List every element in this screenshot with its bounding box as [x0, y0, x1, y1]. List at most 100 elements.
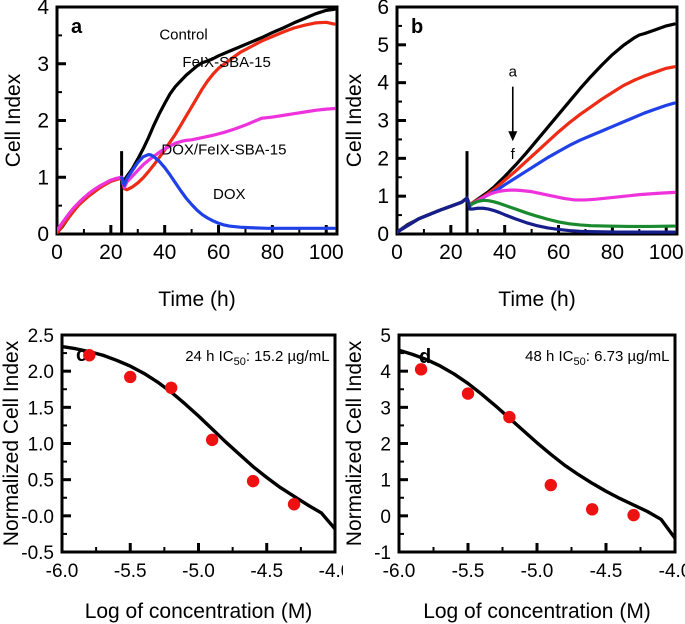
panel-b-yaxis-title: Cell Index	[343, 73, 366, 167]
panel-d-data-point	[627, 508, 640, 522]
panel-b-svg: 0 20 40 60 80 100 0 1 2 3 4 5 6 Time (h) Cell Index b a f	[343, 0, 684, 311]
panel-b-ytick-label: 3	[377, 110, 389, 133]
panel-c-data-point	[124, 370, 137, 384]
panel-c-plot-frame	[60, 333, 337, 554]
panel-b-series-e	[397, 196, 676, 234]
panel-c-data-point	[246, 474, 260, 488]
panel-c-ytick-label: 2.5	[28, 326, 54, 347]
panel-d-ic50-prefix: 48 h IC	[525, 348, 574, 365]
panel-c-xtick-label: -4.0	[319, 561, 343, 582]
panel-c-ic50-prefix: 24 h IC	[185, 348, 234, 365]
panel-d-data-point	[414, 363, 428, 376]
panel-b-ytick-label: 6	[377, 0, 389, 19]
panel-b-xaxis-title: Time (h)	[498, 288, 575, 311]
panel-b-arrow-head	[508, 131, 518, 142]
panel-b-ytick-label: 5	[377, 34, 389, 57]
panel-a-series-dox	[120, 152, 336, 230]
panel-b-xtick-label: 40	[493, 241, 516, 264]
panel-c-letter: c	[76, 344, 87, 366]
panel-c-data-point	[165, 381, 178, 395]
panel-d-data-point	[503, 410, 516, 424]
panel-c-xaxis-title: Log of concentration (M)	[85, 600, 313, 623]
panel-d-plot-area	[399, 348, 675, 540]
panel-c-ic50-annotation: 24 h IC50: 15.2 µg/mL	[185, 348, 329, 368]
panel-b-letter: b	[411, 16, 423, 38]
panel-d-svg: -6.0 -5.5 -5.0 -4.5 -4.0 -1 0 1 2 3 4 5 Log of conce…	[343, 326, 685, 623]
panel-a-xtick-label: 100	[309, 241, 343, 264]
panel-c-xtick-label: -5.0	[182, 561, 215, 582]
panel-a-yaxis-title: Cell Index	[2, 73, 25, 167]
panel-a-xaxis-title: Time (h)	[158, 288, 235, 311]
panel-c-fit-curve	[62, 344, 335, 531]
panel-d-data-point	[586, 503, 599, 516]
panel-d-xtick-label: -4.5	[590, 561, 623, 582]
panel-c-ytick-label: 2.0	[28, 362, 54, 383]
panel-d-ic50-subscript: 50	[574, 356, 586, 368]
panel-c-data-point	[205, 433, 219, 447]
panel-b-ticks: 0 20 40 60 80 100 0 1 2 3 4 5 6	[377, 0, 683, 264]
panel-a-ytick-label: 1	[37, 166, 49, 189]
panel-b-ytick-label: 0	[377, 223, 389, 246]
panel-c-ytick-label: -0.0	[21, 507, 54, 528]
panel-b-ytick-label: 1	[377, 185, 389, 208]
panel-c: -6.0 -5.5 -5.0 -4.5 -4.0 -0.5 -0.0 0.5 1.0 1.5 2.0…	[0, 312, 343, 624]
panel-a-ytick-label: 4	[37, 0, 49, 19]
panel-d-ytick-label: 4	[380, 362, 391, 383]
panel-b-series-f	[397, 196, 676, 234]
panel-d-xaxis-title: Log of concentration (M)	[423, 600, 651, 623]
panel-c-ytick-label: -0.5	[21, 543, 54, 564]
panel-d-ic50-annotation: 48 h IC50: 6.73 µg/mL	[525, 348, 669, 368]
panel-d-data-point	[544, 478, 557, 492]
panel-a-plot-area	[57, 7, 336, 234]
panel-a-xtick-label: 80	[261, 241, 284, 264]
panel-c-ic50-value: : 15.2 µg/mL	[246, 348, 330, 365]
panel-a-svg: 0 20 40 60 80 100 0 1 2 3 4 Time (h) Cell Index a Cont…	[2, 0, 343, 311]
panel-b-xtick-label: 0	[391, 241, 403, 264]
panel-a-ytick-label: 2	[37, 110, 49, 133]
panel-b-plot-area	[397, 22, 676, 234]
panel-c-ic50-subscript: 50	[234, 356, 246, 368]
panel-d-ytick-label: 2	[380, 435, 391, 456]
panel-c-ytick-label: 1.0	[28, 435, 54, 456]
panel-d-ytick-label: -1	[374, 543, 391, 564]
panel-a-xtick-label: 60	[207, 241, 230, 264]
panel-d-fit-curve	[399, 348, 675, 540]
panel-c-ticks: -6.0 -5.5 -5.0 -4.5 -4.0 -0.5 -0.0 0.5 1.0 1.5 2.0…	[21, 326, 343, 582]
panel-b-xtick-label: 80	[601, 241, 624, 264]
panel-d-yaxis-title: Normalized Cell Index	[343, 340, 366, 546]
panel-c-yaxis-title: Normalized Cell Index	[0, 340, 23, 546]
panel-d-data-point	[461, 387, 475, 400]
panel-d-ytick-label: 5	[380, 326, 391, 347]
panel-b-xtick-label: 20	[439, 241, 462, 264]
panel-b-ytick-label: 4	[377, 72, 389, 95]
panel-b: 0 20 40 60 80 100 0 1 2 3 4 5 6 Time (h) Cell Index b a f	[343, 0, 685, 312]
panel-a-label-dox-feix-sba-15: DOX/FeIX-SBA-15	[161, 142, 286, 159]
panel-b-xtick-label: 100	[649, 241, 684, 264]
panel-b-arrow-top-label: a	[509, 64, 518, 81]
panel-a-label-control: Control	[159, 26, 207, 43]
panel-a-label-dox: DOX	[213, 186, 246, 203]
panel-d-ic50-value: : 6.73 µg/mL	[586, 348, 670, 365]
panel-a-label-feix-sba-15: FeIX-SBA-15	[182, 54, 270, 71]
panel-c-xtick-label: -6.0	[46, 561, 79, 582]
panel-c-xtick-label: -5.5	[114, 561, 147, 582]
panel-d-xtick-label: -5.5	[452, 561, 485, 582]
panel-a-xtick-label: 20	[99, 241, 122, 264]
panel-c-ytick-label: 0.5	[28, 471, 54, 492]
panel-c-ytick-label: 1.5	[28, 398, 54, 419]
panel-d: -6.0 -5.5 -5.0 -4.5 -4.0 -1 0 1 2 3 4 5 Log of conce…	[343, 312, 685, 624]
panel-b-ytick-label: 2	[377, 147, 389, 170]
panel-d-ytick-label: 1	[380, 471, 391, 492]
panel-a-xtick-label: 0	[51, 241, 63, 264]
panel-d-ticks: -6.0 -5.5 -5.0 -4.5 -4.0 -1 0 1 2 3 4 5	[374, 326, 685, 582]
panel-a-xtick-label: 40	[153, 241, 176, 264]
panel-a-ytick-label: 0	[37, 223, 49, 246]
panel-a: 0 20 40 60 80 100 0 1 2 3 4 Time (h) Cell Index a Cont…	[0, 0, 343, 312]
panel-b-arrow-bottom-label: f	[511, 146, 516, 163]
panel-d-xtick-label: -4.0	[659, 561, 685, 582]
panel-d-xtick-label: -5.0	[521, 561, 554, 582]
panel-d-letter: d	[419, 346, 431, 368]
panel-b-series-a	[397, 22, 676, 234]
panel-c-svg: -6.0 -5.5 -5.0 -4.5 -4.0 -0.5 -0.0 0.5 1.0 1.5 2.0…	[0, 326, 343, 623]
